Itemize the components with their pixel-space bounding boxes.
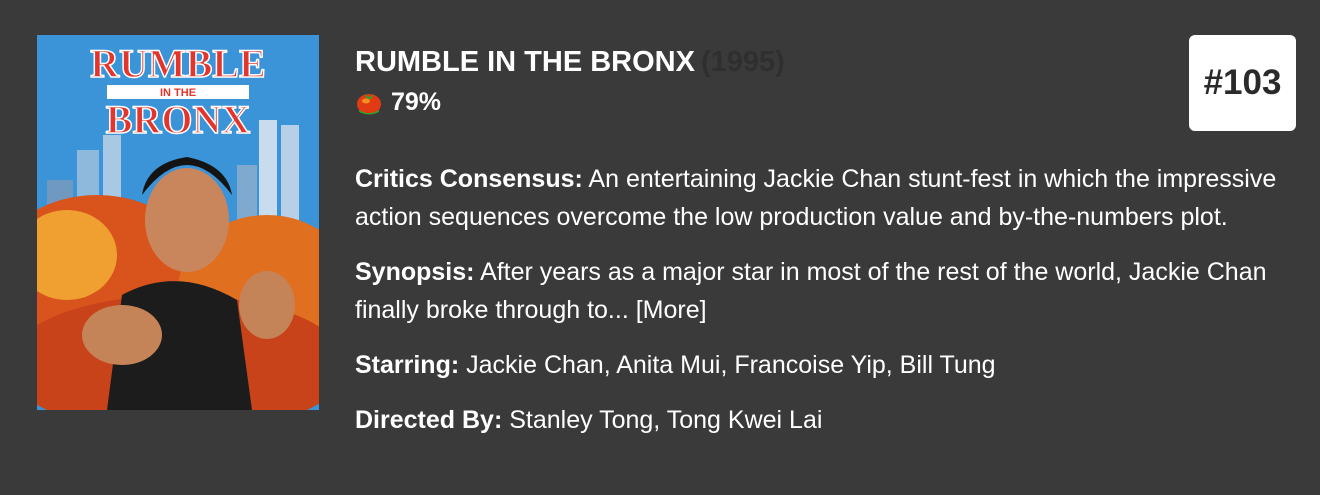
movie-details: Critics Consensus: An entertaining Jacki… [355, 160, 1285, 456]
starring: Starring: Jackie Chan, Anita Mui, Franco… [355, 346, 1285, 384]
tomatometer-value: 79% [391, 88, 442, 116]
movie-title[interactable]: RUMBLE IN THE BRONX [355, 46, 695, 78]
critics-consensus: Critics Consensus: An entertaining Jacki… [355, 160, 1285, 236]
starring-text: Jackie Chan, Anita Mui, Francoise Yip, B… [466, 351, 996, 379]
directed-by: Directed By: Stanley Tong, Tong Kwei Lai [355, 401, 1285, 439]
critics-consensus-label: Critics Consensus: [355, 165, 583, 193]
fresh-tomato-icon [355, 88, 383, 116]
directed-by-text: Stanley Tong, Tong Kwei Lai [509, 406, 823, 434]
synopsis-more-link[interactable]: [More] [635, 296, 707, 324]
rank-badge: #103 [1189, 35, 1296, 131]
synopsis-text: After years as a major star in most of t… [355, 258, 1267, 324]
tomatometer-score: 79% [355, 86, 441, 118]
synopsis: Synopsis: After years as a major star in… [355, 253, 1285, 329]
poster-image: RUMBLE IN THE BRONX [37, 35, 319, 410]
movie-title-row: RUMBLE IN THE BRONX (1995) [355, 44, 785, 80]
poster-logo-line1: RUMBLE [90, 41, 266, 86]
movie-year: (1995) [700, 46, 785, 78]
poster-logo-mid: IN THE [160, 87, 196, 99]
starring-label: Starring: [355, 351, 460, 379]
directed-by-label: Directed By: [355, 406, 503, 434]
critics-consensus-text: An entertaining Jackie Chan stunt-fest i… [355, 165, 1277, 231]
poster-logo-line2: BRONX [106, 97, 251, 142]
rank-value: #103 [1203, 63, 1282, 102]
synopsis-label: Synopsis: [355, 258, 475, 286]
movie-poster[interactable]: RUMBLE IN THE BRONX [37, 35, 319, 410]
